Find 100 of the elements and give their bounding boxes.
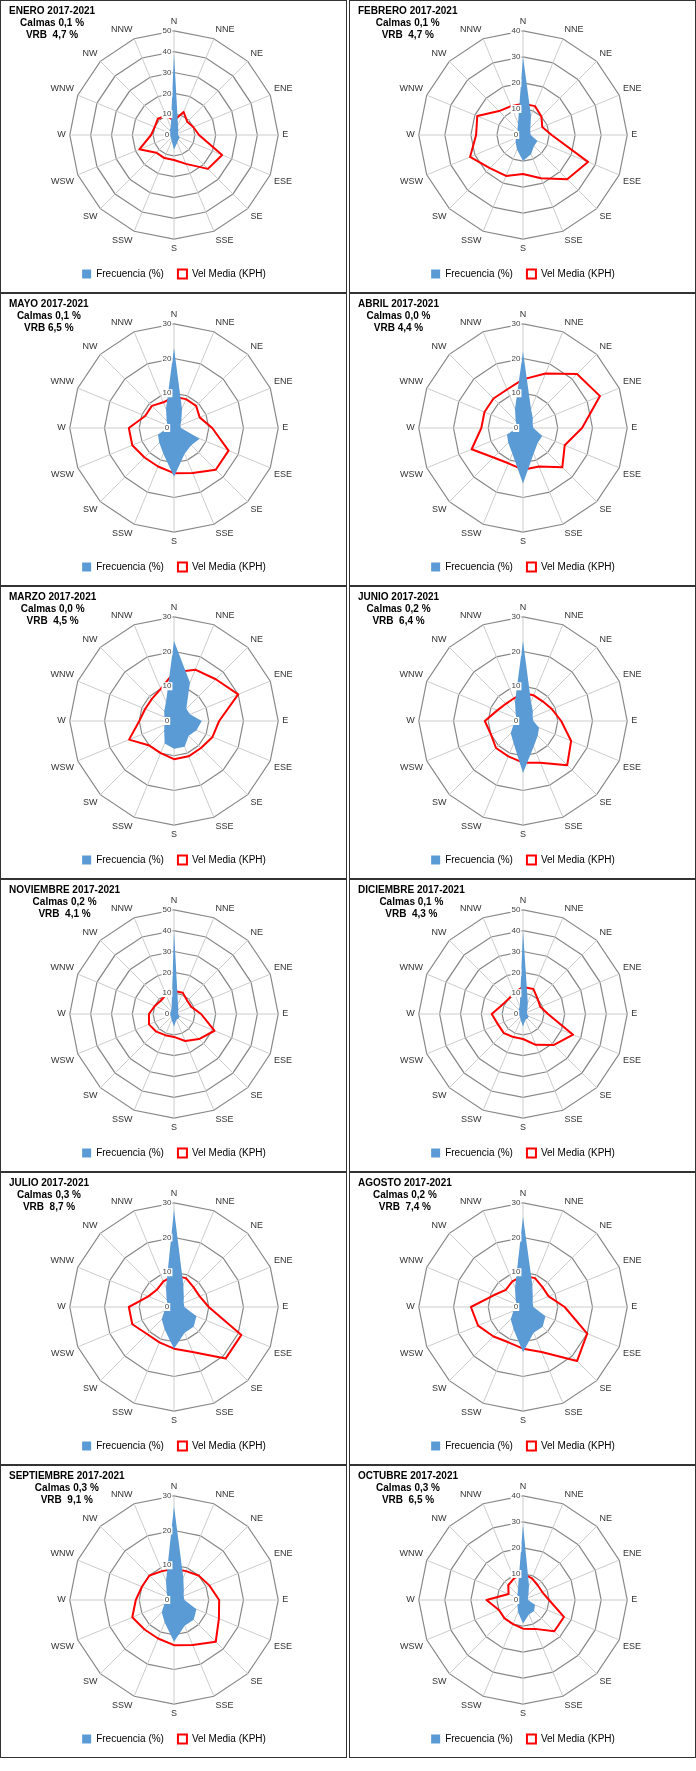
text: VRB 9,1 % — [40, 1494, 93, 1505]
spoke-label: E — [282, 1301, 289, 1312]
y-tick-label: 30 — [511, 1198, 521, 1207]
spoke-label: SSW — [112, 1699, 134, 1710]
y-tick-label: 50 — [511, 905, 521, 914]
spoke-label: N — [519, 601, 527, 612]
chart-subtitle: Calmas 0,1 % — [19, 17, 86, 29]
text: VRB 6,5 % — [23, 322, 75, 334]
legend-label: Vel Media (KPH) — [191, 853, 266, 865]
spoke-label: N — [170, 601, 178, 612]
spoke-label: NE — [599, 926, 613, 937]
y-tick-label: 20 — [162, 967, 172, 977]
spoke-label: W — [406, 1594, 416, 1605]
spoke-label: ESE — [273, 1055, 292, 1066]
spoke-label: N — [519, 15, 527, 26]
spoke-label: SW — [82, 1383, 98, 1394]
spoke-label: N — [170, 894, 178, 905]
spoke-label: NNE — [564, 1489, 584, 1500]
spoke-label: NNW — [111, 24, 134, 35]
spoke-label: SSE — [215, 527, 234, 538]
spoke-label: W — [57, 1008, 67, 1019]
spoke-label: E — [282, 1008, 289, 1019]
spoke-label: E — [631, 129, 638, 140]
spoke-label: WSW — [400, 469, 424, 480]
spoke-label: WNW — [50, 1547, 75, 1558]
spoke-label: SE — [250, 797, 263, 808]
chart-subtitle: Calmas 0,3 % — [375, 1482, 441, 1494]
spoke-label: NE — [599, 47, 613, 58]
y-tick-label: 10 — [162, 681, 172, 691]
y-tick-label: 20 — [162, 353, 172, 363]
y-tick-label: 30 — [162, 946, 172, 956]
spoke-label: NNW — [111, 1196, 134, 1207]
spoke-label: NE — [250, 926, 264, 937]
text: VRB 4,1 % — [38, 908, 91, 919]
chart-subtitle: Calmas 0,3 % — [34, 1482, 99, 1493]
text: VRB 7,4 % — [377, 1201, 432, 1213]
y-tick-label: 50 — [162, 26, 172, 35]
spoke-label: SW — [82, 797, 98, 808]
spoke-label: NNW — [460, 24, 483, 35]
spoke-label: S — [170, 1122, 178, 1133]
spoke-label: ENE — [273, 375, 293, 386]
chart-subtitle: Calmas 0,2 % — [371, 1189, 438, 1201]
spoke-label: NNE — [215, 317, 235, 328]
y-tick-label: 0 — [513, 1595, 519, 1605]
chart-title: AGOSTO 2017-2021 — [358, 1177, 452, 1189]
spoke-label: S — [519, 1415, 527, 1426]
y-tick-label: 20 — [511, 1232, 521, 1242]
spoke-label: SE — [250, 1090, 263, 1101]
y-tick-label: 20 — [511, 967, 521, 977]
spoke-label: SSE — [564, 1699, 583, 1710]
spoke-label: NE — [250, 340, 264, 351]
spoke-label: ENE — [273, 82, 293, 93]
spoke-label: WSW — [51, 762, 75, 773]
spoke-label: ESE — [622, 1348, 641, 1359]
spoke-label: SE — [599, 504, 612, 515]
legend-label: Vel Media (KPH) — [540, 1146, 615, 1158]
text: VRB 4,5 % — [25, 615, 80, 627]
y-tick-label: 10 — [162, 1267, 172, 1277]
spoke-label: NNW — [111, 903, 134, 914]
spoke-label: SW — [431, 1676, 447, 1687]
spoke-label: NW — [82, 1512, 98, 1523]
chart-title: DICIEMBRE 2017-2021 — [358, 884, 465, 896]
spoke-label: SW — [431, 1383, 447, 1394]
y-tick-label: 10 — [511, 988, 521, 998]
spoke-label: SSE — [564, 527, 583, 538]
y-tick-label: 10 — [511, 681, 521, 691]
legend-label: Frecuencia (%) — [96, 267, 164, 279]
spoke-label: NW — [82, 340, 98, 351]
spoke-label: SSE — [564, 234, 583, 245]
spoke-label: W — [406, 715, 416, 726]
spoke-label: NNW — [460, 317, 483, 328]
legend-label: Vel Media (KPH) — [191, 267, 266, 279]
spoke-label: NNW — [460, 1196, 483, 1207]
spoke-label: SSE — [564, 820, 583, 831]
legend-label: Frecuencia (%) — [445, 1732, 513, 1744]
y-tick-label: 20 — [162, 88, 172, 98]
spoke-label: ENE — [273, 668, 293, 679]
y-tick-label: 0 — [164, 1302, 170, 1312]
spoke-label: ESE — [622, 1055, 641, 1066]
spoke-label: SSW — [112, 1406, 134, 1417]
y-tick-label: 10 — [162, 109, 172, 119]
spoke-label: SE — [250, 1383, 263, 1394]
spoke-label: WSW — [51, 176, 75, 187]
spoke-label: WSW — [400, 1055, 424, 1066]
spoke-label: SE — [250, 1676, 263, 1687]
legend-label: Vel Media (KPH) — [540, 853, 615, 865]
spoke-label: N — [170, 1187, 178, 1198]
spoke-label: S — [170, 829, 178, 840]
spoke-label: E — [631, 1594, 638, 1605]
y-tick-label: 0 — [513, 423, 519, 433]
spoke-label: NW — [431, 926, 447, 937]
y-tick-label: 10 — [162, 1560, 172, 1570]
chart-title: NOVIEMBRE 2017-2021 — [9, 884, 121, 896]
spoke-label: NW — [82, 926, 98, 937]
spoke-label: WNW — [50, 82, 75, 93]
spoke-label: N — [519, 308, 527, 319]
spoke-label: NW — [431, 1219, 447, 1230]
text: VRB 6,5 % — [380, 1494, 436, 1506]
spoke-label: WNW — [50, 961, 75, 972]
chart-title: JUNIO 2017-2021 — [358, 591, 440, 603]
